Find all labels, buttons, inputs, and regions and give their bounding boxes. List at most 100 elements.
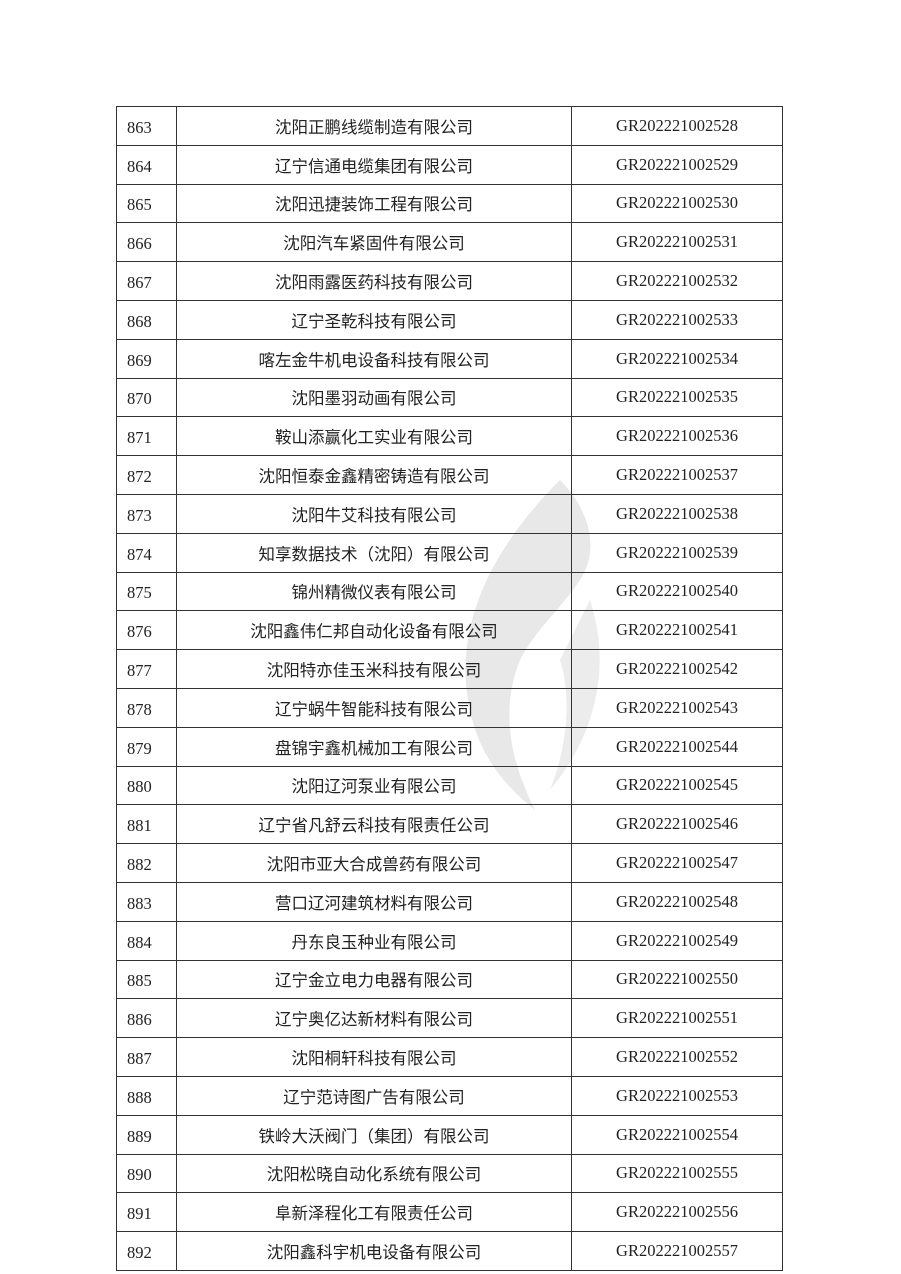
company-name: 沈阳牛艾科技有限公司 (176, 493, 572, 534)
certificate-code: GR202221002542 (571, 649, 783, 689)
row-number: 866 (116, 222, 177, 263)
company-name: 沈阳汽车紧固件有限公司 (176, 222, 572, 263)
row-number: 885 (116, 959, 177, 1000)
row-number: 868 (116, 299, 177, 340)
certificate-code: GR202221002547 (571, 843, 783, 883)
row-number: 870 (116, 377, 177, 418)
certificate-code: GR202221002532 (571, 261, 783, 301)
company-name: 锦州精微仪表有限公司 (176, 571, 572, 612)
table-row: 892 沈阳鑫科宇机电设备有限公司 GR202221002557 (116, 1231, 783, 1271)
table-row: 876 沈阳鑫伟仁邦自动化设备有限公司 GR202221002541 (116, 610, 783, 651)
row-number: 882 (116, 843, 177, 883)
certificate-code: GR202221002556 (571, 1192, 783, 1233)
certificate-code: GR202221002538 (571, 493, 783, 534)
row-number: 883 (116, 881, 177, 922)
row-number: 881 (116, 804, 177, 845)
row-number: 863 (116, 106, 177, 146)
company-name: 鞍山添赢化工实业有限公司 (176, 416, 572, 457)
row-number: 864 (116, 144, 177, 185)
certificate-code: GR202221002535 (571, 377, 783, 418)
row-number: 884 (116, 920, 177, 961)
company-name: 沈阳特亦佳玉米科技有限公司 (176, 649, 572, 689)
table-row: 889 铁岭大沃阀门（集团）有限公司 GR202221002554 (116, 1114, 783, 1155)
certificate-code: GR202221002537 (571, 455, 783, 495)
certificate-code: GR202221002534 (571, 338, 783, 379)
company-name: 喀左金牛机电设备科技有限公司 (176, 338, 572, 379)
table-row: 888 辽宁范诗图广告有限公司 GR202221002553 (116, 1075, 783, 1116)
certificate-code: GR202221002549 (571, 920, 783, 961)
company-name: 沈阳市亚大合成兽药有限公司 (176, 843, 572, 883)
table-row: 865 沈阳迅捷装饰工程有限公司 GR202221002530 (116, 183, 783, 224)
certificate-code: GR202221002548 (571, 881, 783, 922)
company-name: 辽宁省凡舒云科技有限责任公司 (176, 804, 572, 845)
company-name: 沈阳雨露医药科技有限公司 (176, 261, 572, 301)
certificate-code: GR202221002553 (571, 1075, 783, 1116)
company-name: 沈阳恒泰金鑫精密铸造有限公司 (176, 455, 572, 495)
table-row: 875 锦州精微仪表有限公司 GR202221002540 (116, 571, 783, 612)
company-name: 沈阳鑫伟仁邦自动化设备有限公司 (176, 610, 572, 651)
row-number: 875 (116, 571, 177, 612)
row-number: 869 (116, 338, 177, 379)
row-number: 892 (116, 1231, 177, 1271)
certificate-code: GR202221002554 (571, 1114, 783, 1155)
table-row: 870 沈阳墨羽动画有限公司 GR202221002535 (116, 377, 783, 418)
row-number: 867 (116, 261, 177, 301)
company-name: 阜新泽程化工有限责任公司 (176, 1192, 572, 1233)
row-number: 872 (116, 455, 177, 495)
row-number: 873 (116, 493, 177, 534)
row-number: 876 (116, 610, 177, 651)
certificate-code: GR202221002555 (571, 1153, 783, 1194)
certificate-code: GR202221002528 (571, 106, 783, 146)
company-name: 沈阳松晓自动化系统有限公司 (176, 1153, 572, 1194)
certificate-code: GR202221002546 (571, 804, 783, 845)
company-name: 盘锦宇鑫机械加工有限公司 (176, 726, 572, 767)
certificate-code: GR202221002545 (571, 765, 783, 806)
certificate-code: GR202221002533 (571, 299, 783, 340)
table-row: 884 丹东良玉种业有限公司 GR202221002549 (116, 920, 783, 961)
table-row: 883 营口辽河建筑材料有限公司 GR202221002548 (116, 881, 783, 922)
table-row: 881 辽宁省凡舒云科技有限责任公司 GR202221002546 (116, 804, 783, 845)
table-row: 871 鞍山添赢化工实业有限公司 GR202221002536 (116, 416, 783, 457)
row-number: 890 (116, 1153, 177, 1194)
table-row: 867 沈阳雨露医药科技有限公司 GR202221002532 (116, 261, 783, 301)
row-number: 891 (116, 1192, 177, 1233)
certificate-code: GR202221002550 (571, 959, 783, 1000)
table-row: 864 辽宁信通电缆集团有限公司 GR202221002529 (116, 144, 783, 185)
certificate-code: GR202221002543 (571, 687, 783, 728)
row-number: 880 (116, 765, 177, 806)
company-name: 丹东良玉种业有限公司 (176, 920, 572, 961)
company-name: 营口辽河建筑材料有限公司 (176, 881, 572, 922)
row-number: 874 (116, 532, 177, 573)
certificate-code: GR202221002557 (571, 1231, 783, 1271)
row-number: 865 (116, 183, 177, 224)
table-row: 874 知享数据技术（沈阳）有限公司 GR202221002539 (116, 532, 783, 573)
company-name: 辽宁信通电缆集团有限公司 (176, 144, 572, 185)
table-row: 872 沈阳恒泰金鑫精密铸造有限公司 GR202221002537 (116, 455, 783, 495)
table-row: 890 沈阳松晓自动化系统有限公司 GR202221002555 (116, 1153, 783, 1194)
company-name: 辽宁奥亿达新材料有限公司 (176, 998, 572, 1039)
company-name: 辽宁蜗牛智能科技有限公司 (176, 687, 572, 728)
table-row: 863 沈阳正鹏线缆制造有限公司 GR202221002528 (116, 106, 783, 146)
company-name: 辽宁金立电力电器有限公司 (176, 959, 572, 1000)
row-number: 871 (116, 416, 177, 457)
certificate-code: GR202221002544 (571, 726, 783, 767)
table-row: 873 沈阳牛艾科技有限公司 GR202221002538 (116, 493, 783, 534)
certificate-code: GR202221002531 (571, 222, 783, 263)
table-row: 877 沈阳特亦佳玉米科技有限公司 GR202221002542 (116, 649, 783, 689)
table-row: 866 沈阳汽车紧固件有限公司 GR202221002531 (116, 222, 783, 263)
company-name: 辽宁范诗图广告有限公司 (176, 1075, 572, 1116)
row-number: 879 (116, 726, 177, 767)
certificate-code: GR202221002530 (571, 183, 783, 224)
certificate-code: GR202221002539 (571, 532, 783, 573)
row-number: 887 (116, 1037, 177, 1077)
table-row: 887 沈阳桐轩科技有限公司 GR202221002552 (116, 1037, 783, 1077)
table-row: 891 阜新泽程化工有限责任公司 GR202221002556 (116, 1192, 783, 1233)
company-name: 沈阳墨羽动画有限公司 (176, 377, 572, 418)
table-row: 886 辽宁奥亿达新材料有限公司 GR202221002551 (116, 998, 783, 1039)
table-row: 879 盘锦宇鑫机械加工有限公司 GR202221002544 (116, 726, 783, 767)
company-name: 知享数据技术（沈阳）有限公司 (176, 532, 572, 573)
company-name: 沈阳正鹏线缆制造有限公司 (176, 106, 572, 146)
certificate-code: GR202221002540 (571, 571, 783, 612)
table-row: 882 沈阳市亚大合成兽药有限公司 GR202221002547 (116, 843, 783, 883)
table-row: 885 辽宁金立电力电器有限公司 GR202221002550 (116, 959, 783, 1000)
